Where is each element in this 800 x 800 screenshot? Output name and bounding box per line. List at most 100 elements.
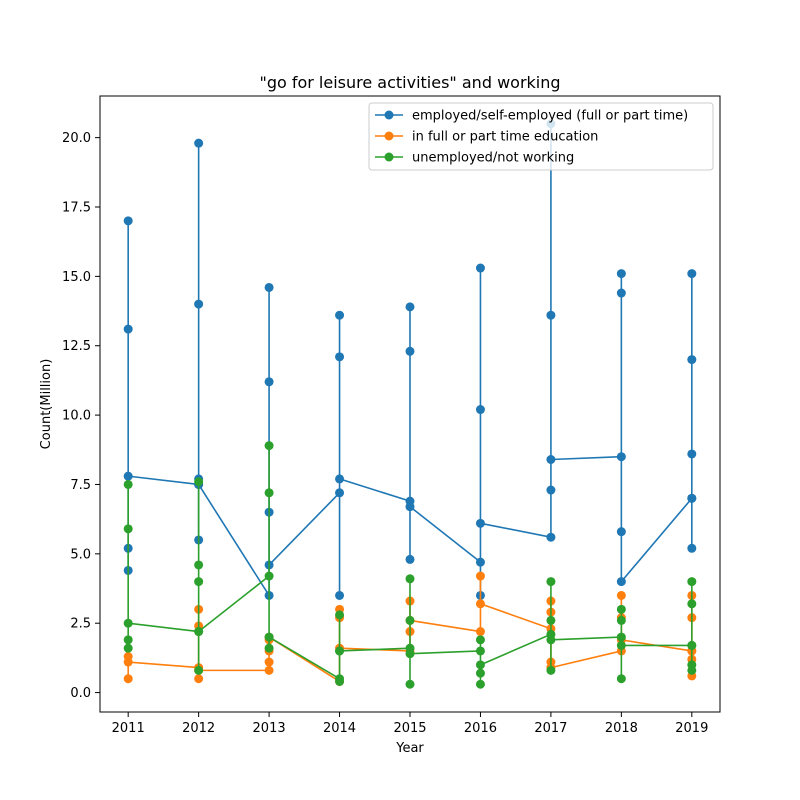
data-point-2-30 — [475, 660, 485, 670]
data-point-0-27 — [475, 263, 485, 273]
x-tick-label-0: 2011 — [112, 721, 145, 736]
data-point-0-2 — [123, 324, 133, 334]
data-point-2-32 — [546, 615, 556, 625]
data-point-2-8 — [194, 665, 204, 675]
data-point-0-23 — [405, 302, 415, 312]
data-point-2-13 — [264, 488, 274, 498]
data-point-0-30 — [475, 518, 485, 528]
y-tick-label-7: 17.5 — [62, 200, 91, 215]
data-point-0-40 — [616, 577, 626, 587]
data-point-2-38 — [616, 615, 626, 625]
data-point-1-6 — [194, 674, 204, 684]
y-tick-label-8: 20.0 — [62, 131, 91, 146]
data-point-2-22 — [405, 679, 415, 689]
data-point-2-10 — [194, 627, 204, 637]
y-tick-label-1: 2.5 — [70, 617, 91, 632]
data-point-0-13 — [264, 377, 274, 387]
data-point-2-43 — [687, 577, 697, 587]
plot-area — [123, 119, 697, 689]
legend-marker-2 — [384, 152, 394, 162]
data-point-0-34 — [546, 310, 556, 320]
x-tick-label-7: 2018 — [605, 721, 638, 736]
y-tick-label-0: 0.0 — [70, 686, 91, 701]
data-point-2-11 — [264, 571, 274, 581]
data-point-2-28 — [475, 668, 485, 678]
data-point-0-38 — [616, 288, 626, 298]
data-point-0-16 — [335, 488, 345, 498]
data-point-0-32 — [546, 485, 556, 495]
data-point-2-15 — [264, 632, 274, 642]
data-point-1-23 — [475, 599, 485, 609]
x-tick-label-5: 2016 — [464, 721, 497, 736]
data-point-2-19 — [335, 676, 345, 686]
data-point-0-6 — [194, 138, 204, 148]
data-point-2-39 — [616, 674, 626, 684]
data-point-0-44 — [687, 355, 697, 365]
data-point-1-22 — [475, 571, 485, 581]
data-point-2-7 — [194, 560, 204, 570]
data-point-0-37 — [616, 269, 626, 279]
y-axis-label: Count(Million) — [39, 359, 54, 450]
data-point-0-12 — [264, 282, 274, 292]
data-point-2-25 — [405, 649, 415, 659]
data-point-0-3 — [123, 216, 133, 226]
x-tick-label-6: 2017 — [534, 721, 567, 736]
data-point-0-19 — [335, 590, 345, 600]
data-point-2-17 — [335, 610, 345, 620]
data-point-0-24 — [405, 346, 415, 356]
data-point-0-17 — [335, 310, 345, 320]
data-point-0-39 — [616, 527, 626, 537]
y-tick-label-4: 10.0 — [62, 409, 91, 424]
y-tick-label-6: 15.0 — [62, 270, 91, 285]
legend: employed/self-employed (full or part tim… — [368, 102, 714, 171]
data-point-2-4 — [123, 618, 133, 628]
data-point-2-14 — [264, 643, 274, 653]
x-tick-label-4: 2015 — [393, 721, 426, 736]
legend-item-0: employed/self-employed (full or part tim… — [375, 109, 688, 124]
y-tick-label-2: 5.0 — [70, 547, 91, 562]
data-point-0-26 — [475, 557, 485, 567]
series-2 — [123, 441, 697, 689]
data-point-2-36 — [616, 632, 626, 642]
legend-item-1: in full or part time education — [375, 130, 598, 145]
data-point-2-1 — [123, 635, 133, 645]
data-point-0-7 — [194, 299, 204, 309]
data-point-2-2 — [123, 524, 133, 534]
data-point-2-9 — [194, 577, 204, 587]
chart-title: "go for leisure activities" and working — [259, 73, 560, 92]
data-point-0-4 — [123, 471, 133, 481]
data-point-2-42 — [687, 599, 697, 609]
data-point-2-40 — [616, 640, 626, 650]
y-tick-label-3: 7.5 — [70, 478, 91, 493]
data-point-2-6 — [194, 477, 204, 487]
data-point-0-18 — [335, 352, 345, 362]
data-point-0-25 — [405, 502, 415, 512]
data-point-1-1 — [123, 674, 133, 684]
data-point-1-2 — [123, 657, 133, 667]
data-point-0-31 — [546, 532, 556, 542]
x-axis: 2011 2012 2013 2014 2015 2016 2017 2018 2019 — [112, 712, 708, 736]
y-axis: 0.0 2.5 5.0 7.5 10.0 12.5 15.0 17.5 20.0 — [62, 131, 100, 701]
data-point-2-29 — [475, 679, 485, 689]
data-point-2-35 — [546, 635, 556, 645]
data-point-0-42 — [687, 449, 697, 459]
data-point-0-20 — [335, 474, 345, 484]
data-point-2-0 — [123, 643, 133, 653]
x-tick-label-8: 2019 — [675, 721, 708, 736]
data-point-2-24 — [405, 615, 415, 625]
data-point-1-21 — [475, 627, 485, 637]
data-point-0-45 — [687, 543, 697, 553]
legend-marker-1 — [384, 131, 394, 141]
legend-label-1: in full or part time education — [412, 130, 598, 145]
data-point-0-46 — [687, 493, 697, 503]
data-point-0-36 — [616, 452, 626, 462]
data-point-0-43 — [687, 269, 697, 279]
y-tick-label-5: 12.5 — [62, 339, 91, 354]
data-point-0-35 — [546, 455, 556, 464]
data-point-0-28 — [475, 405, 485, 415]
data-point-2-37 — [616, 604, 626, 614]
data-point-2-26 — [475, 646, 485, 656]
x-axis-label: Year — [395, 741, 424, 756]
data-point-2-3 — [123, 479, 133, 489]
